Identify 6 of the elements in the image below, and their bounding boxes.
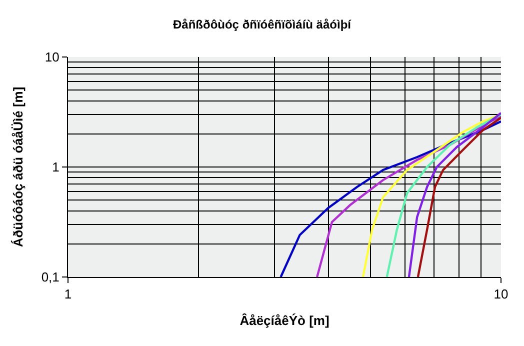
y-axis-title: Áðüóôáóç áðü óáåÜìé [m] — [10, 86, 26, 248]
y-tick-label: 1 — [52, 160, 60, 175]
y-tick-label: 10 — [44, 50, 60, 65]
y-tick-label: 0,1 — [41, 270, 60, 285]
chart-title: Ðåñßðôùóç ðñïóêñïõìáíù äåóìþí — [172, 17, 352, 32]
x-axis-title: ÂåëçíåêÝò [m] — [240, 313, 330, 328]
